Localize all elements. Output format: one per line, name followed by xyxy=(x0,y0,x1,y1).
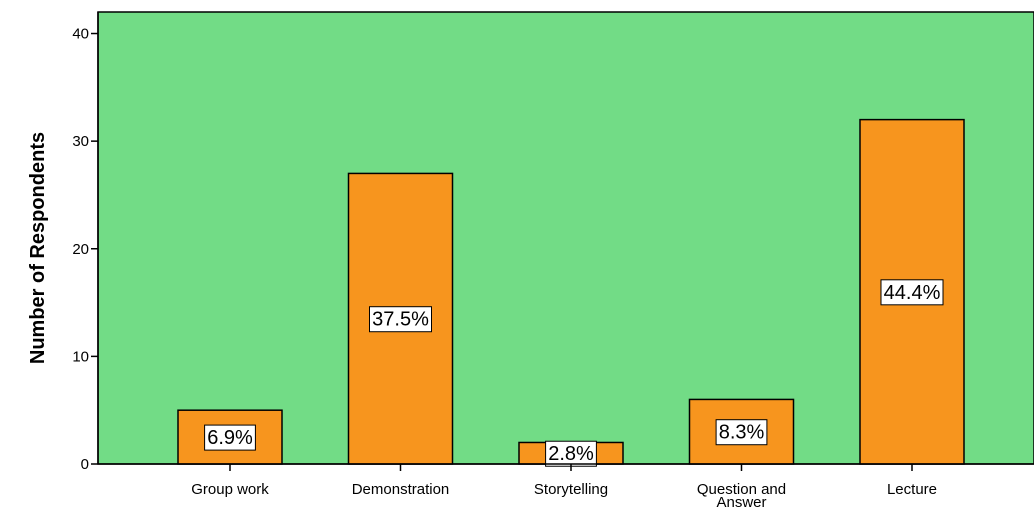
data-label-box xyxy=(715,419,768,446)
data-label-group: 44.4% xyxy=(880,279,944,306)
x-tick-label-line: Demonstration xyxy=(352,481,450,498)
axes-layer: 0 10 20 30 40 Group work Demonstration Storytel… xyxy=(72,12,1034,508)
data-labels-layer: 6.9% 37.5% 2.8% 8.3% 44.4% xyxy=(204,279,944,467)
x-tick-label-line: Group work xyxy=(191,481,269,498)
data-label-group: 8.3% xyxy=(715,419,768,446)
data-label-box xyxy=(545,440,597,467)
y-tick-label: 40 xyxy=(72,26,89,43)
y-axis-title: Number of Respondents xyxy=(27,132,49,364)
x-tick-label: Question and Answer xyxy=(697,481,786,508)
x-tick-label: Storytelling xyxy=(534,481,608,498)
x-tick-label: Group work xyxy=(191,481,269,498)
y-tick-label: 10 xyxy=(72,348,89,365)
x-tick-label: Demonstration xyxy=(352,481,450,498)
data-label: 44.4% xyxy=(884,282,941,304)
data-label-box xyxy=(369,306,432,333)
data-label: 37.5% xyxy=(372,309,429,331)
x-tick-label: Lecture xyxy=(887,481,937,498)
x-tick-label-line: Question and xyxy=(697,481,786,498)
data-label-box xyxy=(880,279,944,306)
x-tick-label-line: Answer xyxy=(716,494,766,508)
y-tick-label: 0 xyxy=(81,456,89,473)
data-label: 2.8% xyxy=(548,443,594,465)
data-label-group: 2.8% xyxy=(545,440,597,467)
data-label-group: 6.9% xyxy=(204,424,256,451)
y-tick-label: 30 xyxy=(72,133,89,150)
data-label: 6.9% xyxy=(207,427,253,449)
data-label: 8.3% xyxy=(719,422,765,444)
x-tick-label-line: Storytelling xyxy=(534,481,608,498)
y-tick-label: 20 xyxy=(72,241,89,258)
data-label-group: 37.5% xyxy=(369,306,432,333)
x-tick-label-line: Lecture xyxy=(887,481,937,498)
data-label-box xyxy=(204,424,256,451)
